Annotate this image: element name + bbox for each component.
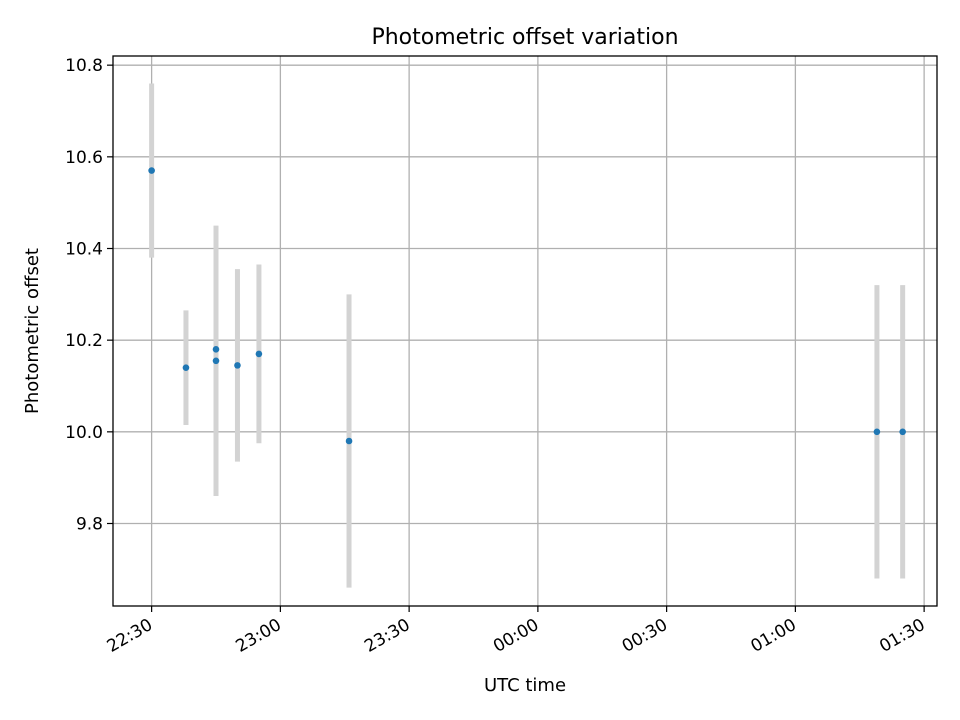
chart-title: Photometric offset variation <box>371 25 678 50</box>
data-point <box>148 167 155 174</box>
data-point <box>234 362 241 369</box>
y-tick-label: 9.8 <box>76 515 103 535</box>
y-tick-label: 10.6 <box>65 148 103 168</box>
grid <box>113 56 937 606</box>
data-point <box>182 364 190 371</box>
y-axis-ticks: 9.8 10.0 10.2 10.4 10.6 10.8 <box>65 56 113 535</box>
y-tick-label: 10.0 <box>65 423 103 443</box>
data-point <box>899 428 906 436</box>
y-tick-label: 10.4 <box>65 240 103 260</box>
y-tick-label: 10.8 <box>65 56 103 76</box>
data-point <box>212 357 220 365</box>
x-axis-label: UTC time <box>484 675 566 696</box>
data-point <box>255 350 263 358</box>
plot-frame <box>112 55 938 607</box>
data-point <box>212 346 220 353</box>
y-axis-label: Photometric offset <box>22 248 43 414</box>
data-points <box>148 167 906 445</box>
y-tick-label: 10.2 <box>65 331 103 351</box>
data-point <box>873 428 881 436</box>
data-point <box>345 437 353 445</box>
